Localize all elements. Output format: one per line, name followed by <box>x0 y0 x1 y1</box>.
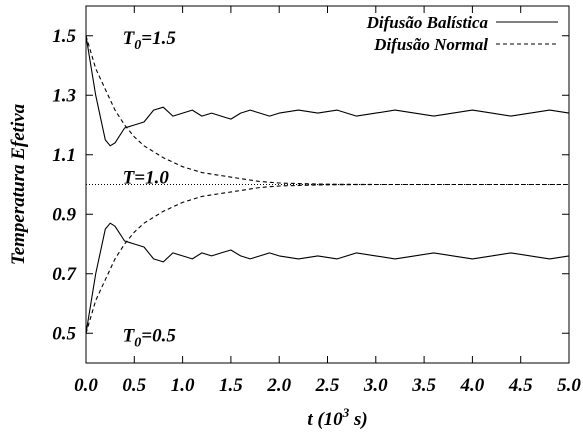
x-tick-label: 0.5 <box>122 375 146 396</box>
annotation-label: T0=1.5 <box>123 28 177 53</box>
y-tick-label: 1.5 <box>52 26 76 47</box>
x-tick-label: 0.0 <box>74 375 98 396</box>
y-tick-label: 0.5 <box>52 323 76 344</box>
x-tick-label: 4.5 <box>508 375 533 396</box>
annotations: T0=1.5 T=1.0 T0=0.5 <box>123 28 177 351</box>
series-line-0 <box>85 35 570 147</box>
y-tick-label: 0.7 <box>52 264 77 285</box>
x-tick-label: 1.0 <box>171 375 195 396</box>
x-tick-label: 2.0 <box>266 375 291 396</box>
x-axis-title: t (103 s) <box>307 405 367 430</box>
x-tick-label: 1.5 <box>219 375 243 396</box>
legend-label: Difusão Normal <box>373 35 488 54</box>
legend: Difusão Balística Difusão Normal <box>366 13 558 54</box>
y-tick-label: 1.1 <box>52 145 76 166</box>
series-lines <box>85 35 570 334</box>
series-line-2 <box>85 222 570 334</box>
x-tick-label: 5.0 <box>557 375 581 396</box>
y-tick-label: 0.9 <box>52 204 76 225</box>
annotation-label: T0=0.5 <box>123 325 177 350</box>
x-tick-label: 4.0 <box>460 375 485 396</box>
annotation-label: T=1.0 <box>123 168 170 189</box>
legend-label: Difusão Balística <box>366 13 489 32</box>
axis-ticks: 0.0 0.5 1.0 1.5 2.0 2.5 3.0 3.5 4.0 4.5 5.0 0.5 0.7 0… <box>52 6 581 396</box>
series-line-3 <box>85 183 569 334</box>
axis-titles: t (103 s) Temperatura Efetiva <box>8 103 368 430</box>
y-axis-title: Temperatura Efetiva <box>8 103 29 265</box>
x-tick-label: 3.0 <box>363 375 388 396</box>
x-tick-label: 2.5 <box>315 375 340 396</box>
series-line-1 <box>85 35 569 186</box>
y-tick-label: 1.3 <box>52 85 76 106</box>
x-tick-label: 3.5 <box>411 375 436 396</box>
